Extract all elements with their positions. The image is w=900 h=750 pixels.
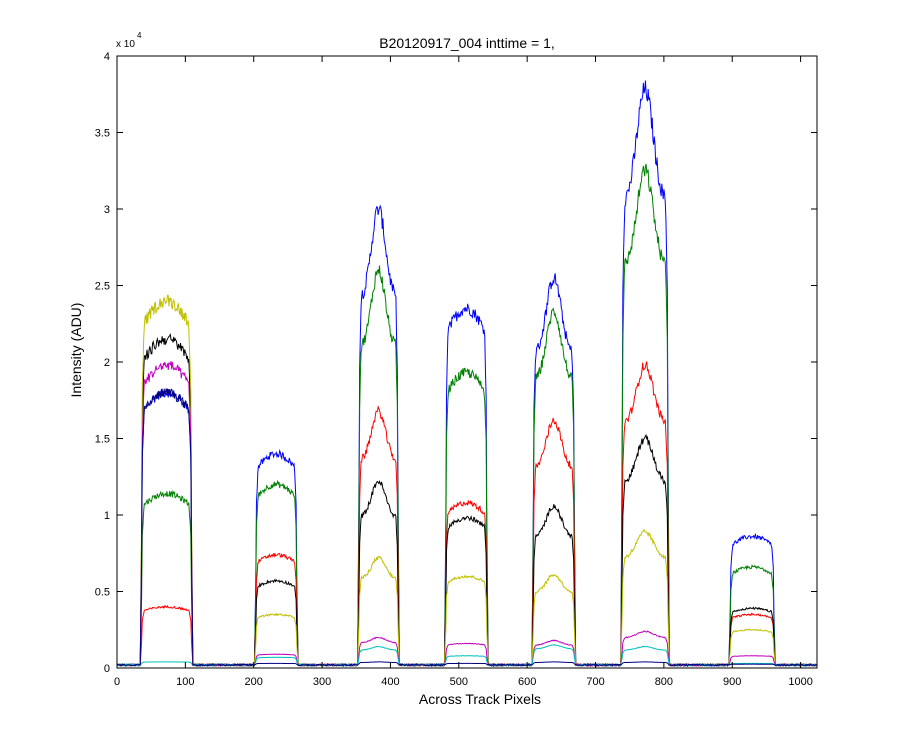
y-tick-label: 0 [104,663,110,675]
y-tick-label: 1.5 [95,434,110,446]
x-tick-label: 900 [723,676,741,688]
x-tick-label: 300 [313,676,331,688]
y-axis-multiplier: x 10 [116,39,135,50]
y-tick-label: 2.5 [95,281,110,293]
y-axis-ticks: 0 0.5 1 1.5 2 2.5 3 3.5 4 [95,51,817,675]
y-tick-label: 1 [104,510,110,522]
x-tick-label: 1000 [788,676,812,688]
x-tick-label: 200 [245,676,263,688]
x-tick-label: 500 [450,676,468,688]
x-tick-label: 800 [655,676,673,688]
x-tick-label: 400 [381,676,399,688]
x-tick-label: 0 [114,676,120,688]
series-line-8 [116,388,818,668]
x-tick-label: 100 [176,676,194,688]
x-tick-label: 600 [518,676,536,688]
y-axis-multiplier-exponent: 4 [137,31,142,40]
x-axis-ticks: 0 100 200 300 400 500 600 700 800 900 1000 [114,56,813,688]
series-group [116,80,818,668]
y-tick-label: 3 [104,204,110,216]
y-tick-label: 0.5 [95,587,110,599]
x-tick-label: 700 [586,676,604,688]
x-axis-label: Across Track Pixels [419,691,541,707]
chart-title: B20120917_004 inttime = 1, [379,35,555,51]
y-tick-label: 2 [104,357,110,369]
y-tick-label: 3.5 [95,128,110,140]
y-axis-label: Intensity (ADU) [68,303,84,398]
y-tick-label: 4 [104,51,110,63]
